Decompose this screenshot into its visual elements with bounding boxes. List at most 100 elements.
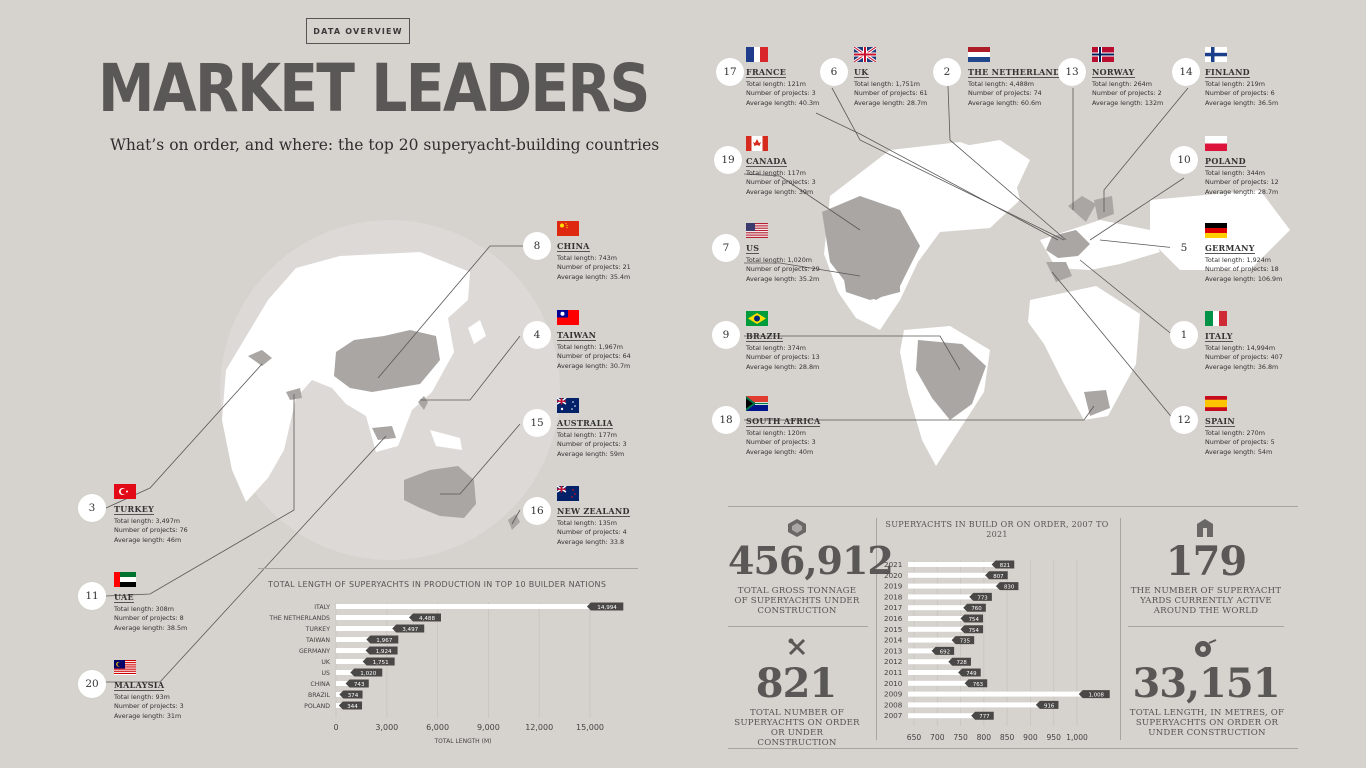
total-length-text: Total length: 219m (1205, 80, 1265, 88)
germany-flag-icon (1205, 223, 1227, 238)
category-label: BRAZIL (308, 692, 331, 699)
average-length-text: Average length: 35.2m (746, 274, 820, 283)
country-name: BRAZIL (746, 331, 783, 342)
data-label-tag (408, 613, 441, 622)
x-tick-label: 800 (977, 733, 992, 742)
data-label-tag (963, 603, 986, 612)
tonnage-label: TOTAL GROSS TONNAGE OF SUPERYACHTS UNDER… (734, 586, 860, 616)
rank-badge: 6 (820, 58, 848, 86)
x-tick-label: 6,000 (426, 723, 449, 732)
projects-text: Number of projects: 407 (1205, 353, 1283, 362)
projects-text: Number of projects: 3 (746, 438, 816, 447)
average-length-text: Average length: 28.7m (854, 98, 928, 107)
projects-text: Number of projects: 12 (1205, 178, 1279, 187)
projects-text: Number of projects: 3 (746, 178, 816, 187)
x-tick-label: 15,000 (576, 723, 604, 732)
data-label-tag (971, 711, 994, 720)
bar (336, 604, 590, 609)
country-name: AUSTRALIA (557, 418, 614, 429)
spain-flag-icon (1205, 396, 1227, 411)
rank-badge: 2 (933, 58, 961, 86)
australia-flag-icon (557, 398, 579, 413)
average-length-text: Average length: 36.5m (1205, 98, 1279, 107)
bar (908, 648, 934, 654)
country-stats: Total length: 4,488m Number of projects: … (968, 80, 1042, 108)
data-label: 830 (1004, 585, 1015, 591)
data-label: 807 (993, 574, 1003, 580)
country-stats: Total length: 1,751m Number of projects: … (854, 80, 928, 108)
projects-text: Number of projects: 64 (557, 352, 631, 361)
bar (336, 659, 366, 664)
country-stats: Total length: 1,924m Number of projects: … (1205, 256, 1282, 284)
x-tick-label: 1,000 (1066, 733, 1088, 742)
category-label: TAIWAN (305, 637, 330, 644)
x-tick-label: 750 (953, 733, 968, 742)
total-length-text: Total length: 308m (114, 605, 174, 613)
data-label: 916 (1044, 703, 1055, 709)
stats-mid-rule-left (728, 626, 868, 627)
year-label: 2021 (884, 560, 902, 569)
data-label-tag (365, 646, 398, 655)
tonnage-value: 456,912 (728, 538, 894, 583)
bar (908, 605, 966, 611)
country-name: FINLAND (1205, 67, 1250, 78)
projects-text: Number of projects: 4 (557, 528, 627, 537)
average-length-text: Average length: 40.3m (746, 98, 820, 107)
country-name: TURKEY (114, 504, 155, 515)
x-tick-label: 9,000 (477, 723, 500, 732)
stats-bottom-rule (728, 748, 1298, 749)
data-label-tag (1078, 690, 1110, 699)
total-length-text: Total length: 135m (557, 519, 617, 527)
year-label: 2020 (884, 571, 903, 580)
data-label: 754 (969, 617, 980, 623)
category-label: ITALY (314, 604, 330, 611)
rank-badge: 11 (78, 582, 106, 610)
data-label: 760 (971, 606, 982, 612)
data-label-tag (366, 635, 399, 644)
total-length-text: Total length: 1,751m (854, 80, 921, 88)
data-label: 1,967 (376, 638, 392, 644)
projects-text: Number of projects: 8 (114, 614, 184, 623)
data-label: 743 (354, 682, 365, 688)
hull-icon (788, 519, 806, 537)
x-tick-label: 12,000 (525, 723, 553, 732)
data-label-tag (995, 582, 1019, 591)
category-label: GERMANY (299, 648, 330, 655)
taiwan-flag-icon (557, 310, 579, 325)
average-length-text: Average length: 54m (1205, 447, 1273, 456)
country-name: TAIWAN (557, 330, 597, 341)
data-label-tag (960, 625, 984, 634)
rank-badge: 3 (78, 494, 106, 522)
country-stats: Total length: 743m Number of projects: 21… (557, 254, 631, 282)
rank-badge: 19 (714, 146, 742, 174)
leader-lines (105, 85, 1189, 683)
france-flag-icon (746, 47, 768, 62)
projects-text: Number of projects: 5 (1205, 438, 1275, 447)
total-length-text: Total length: 117m (746, 169, 806, 177)
section-tag: DATA OVERVIEW (306, 18, 410, 44)
bar (336, 648, 369, 653)
total-length-text: Total length: 4,488m (968, 80, 1035, 88)
bar (908, 691, 1081, 697)
country-name: NORWAY (1092, 67, 1135, 78)
data-label-tag (951, 636, 975, 645)
total-length-label: TOTAL LENGTH, IN METRES, OF SUPERYACHTS … (1129, 708, 1285, 738)
data-label-tag (1035, 700, 1059, 709)
country-name: UK (854, 67, 869, 78)
brazil-flag-icon (746, 311, 768, 326)
country-name: GERMANY (1205, 243, 1255, 254)
rank-badge: 5 (1170, 234, 1198, 262)
poland-flag-icon (1205, 136, 1227, 151)
stats-top-rule (728, 506, 1298, 507)
category-label: UK (321, 659, 331, 666)
total-length-text: Total length: 120m (746, 429, 806, 437)
projects-text: Number of projects: 2 (1092, 89, 1162, 98)
data-label-tag (958, 668, 981, 677)
shipyard-icon (1197, 519, 1213, 537)
country-name: THE NETHERLANDS (968, 67, 1067, 78)
total-length-text: Total length: 14,994m (1205, 344, 1276, 352)
category-label: CHINA (310, 681, 330, 688)
rank-badge: 13 (1058, 58, 1086, 86)
average-length-text: Average length: 38.5m (114, 623, 188, 632)
